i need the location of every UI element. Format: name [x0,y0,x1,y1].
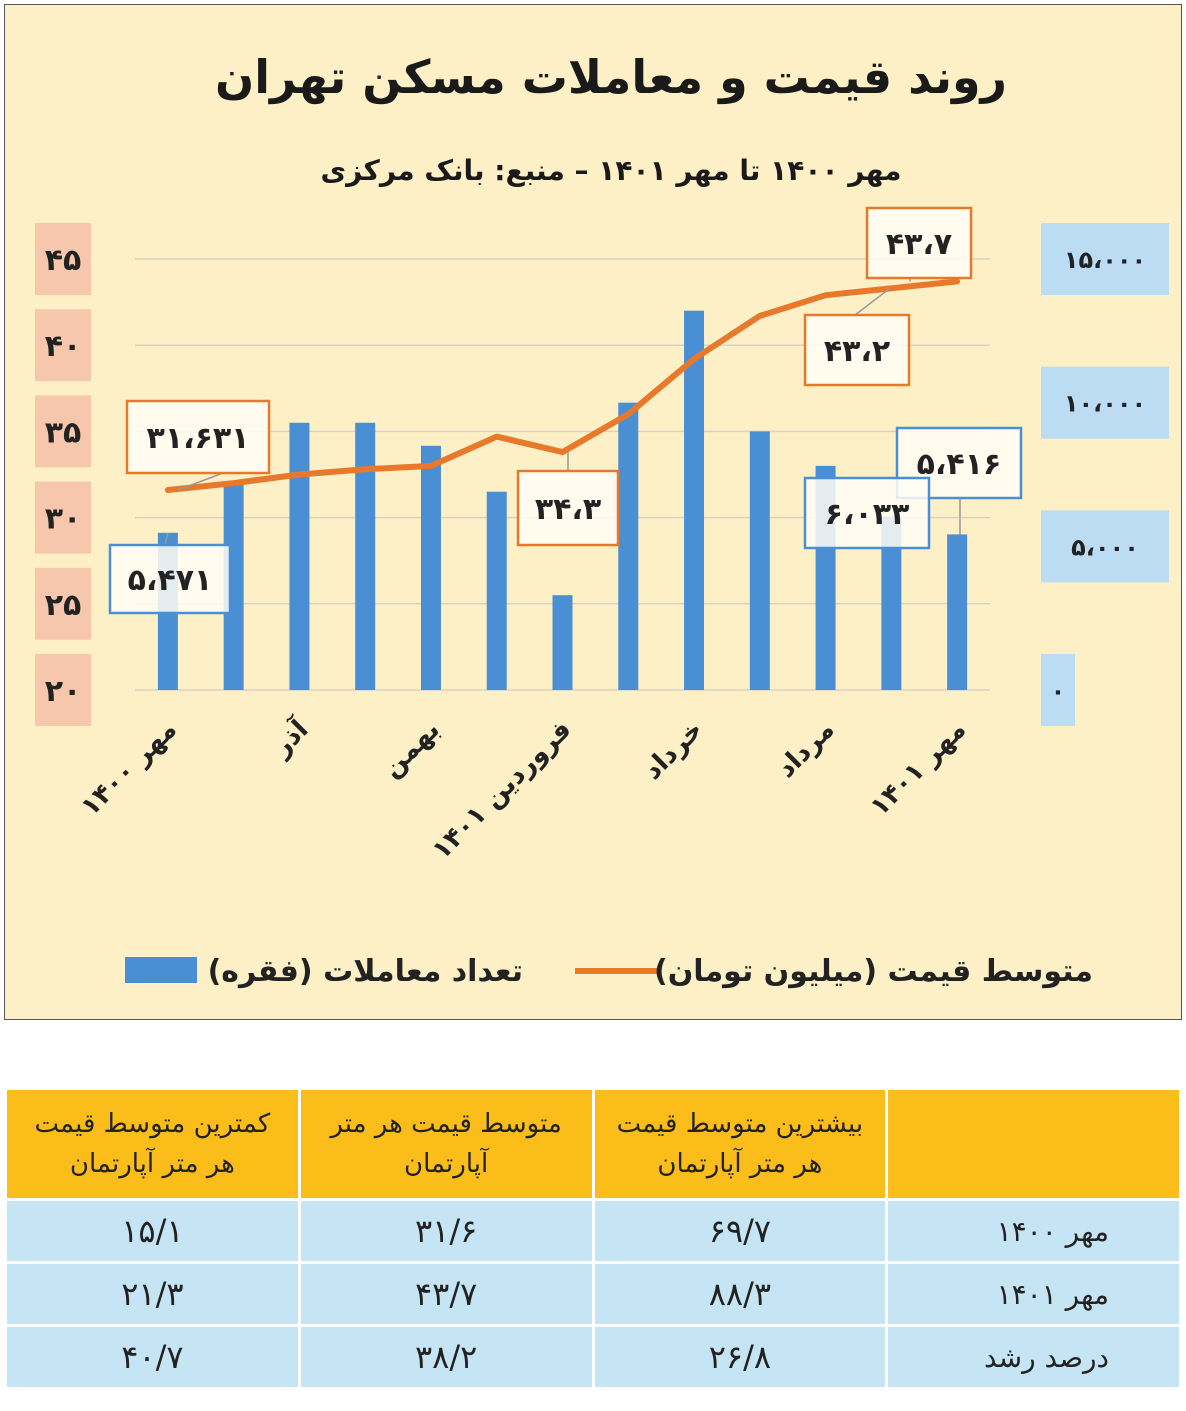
x-tick-label: آذر [264,713,315,764]
price-line [164,278,961,493]
bar [881,516,902,690]
data-callout-box [803,313,911,387]
table-cell: ۳۸/۲ [297,1324,595,1390]
y-right-tick-bg [1041,654,1075,726]
table-header-cell [885,1087,1182,1201]
y-left-tick-bg [35,223,91,295]
data-callout-box [803,476,931,550]
bar [552,595,573,690]
chart-title: روند قیمت و معاملات مسکن تهران [215,50,1007,104]
y-left-tick-bg [35,654,91,726]
data-callout-label: ۴۳،۷ [886,227,952,262]
data-callout-label: ۳۴،۳ [535,492,601,527]
table-row: مهر ۱۴۰۰ ۶۹/۷ ۳۱/۶ ۱۵/۱ [4,1198,1182,1264]
table-row: مهر ۱۴۰۱ ۸۸/۳ ۴۳/۷ ۲۱/۳ [4,1261,1182,1327]
table-cell: ۸۸/۳ [591,1261,889,1327]
y-right-tick-label: ۵،۰۰۰ [1071,533,1139,561]
y-right-tick-label: ۱۵،۰۰۰ [1064,246,1146,274]
row-label: مهر ۱۴۰۰ [885,1198,1182,1264]
data-callout-box [516,469,620,547]
table-row: درصد رشد ۲۶/۸ ۳۸/۲ ۴۰/۷ [4,1324,1182,1390]
y-right-tick-label: ۰ [1051,677,1066,705]
legend-line-label: متوسط قیمت (میلیون تومان) [654,954,1093,989]
y-right-tick-label: ۱۰،۰۰۰ [1064,390,1146,418]
price-summary-table: بیشترین متوسط قیمت هر متر آپارتمان متوسط… [4,1087,1182,1390]
x-tick-label: مهر ۱۴۰۰ [75,715,182,822]
y-left-tick-label: ۲۵ [45,588,82,623]
y-right-tick-bg [1041,366,1169,439]
table-cell: ۴۳/۷ [297,1261,595,1327]
x-tick-label: خرداد [638,715,709,786]
bar [618,402,639,690]
callout-leader [854,287,891,316]
data-callout-box [108,543,232,615]
table-cell: ۶۹/۷ [591,1198,889,1264]
y-left-tick-bg [35,481,91,554]
chart-panel: ۲۰ ۲۵ ۳۰ ۳۵ ۴۰ ۴۵ ۰ ۵،۰۰۰ ۱۰،۰۰۰ ۱۵،۰۰۰ روند قیمت… [4,4,1182,1020]
data-callout-label: ۵،۴۱۶ [917,447,1002,482]
bar [289,422,310,690]
chart-svg: ۲۰ ۲۵ ۳۰ ۳۵ ۴۰ ۴۵ ۰ ۵،۰۰۰ ۱۰،۰۰۰ ۱۵،۰۰۰ روند قیمت… [35,50,1169,989]
bar [684,310,705,690]
data-callout-box [865,206,973,280]
table-header-cell: کمترین متوسط قیمت هر متر آپارتمان [4,1087,301,1201]
data-callout-label: ۵،۴۷۱ [128,563,213,598]
table-cell: ۲۱/۳ [4,1261,301,1327]
y-left-tick-label: ۲۰ [45,674,82,709]
bar [947,534,968,690]
bar [420,445,441,690]
table-cell: ۴۰/۷ [4,1324,301,1390]
table-cell: ۳۱/۶ [297,1198,595,1264]
data-callout-label: ۴۳،۲ [824,334,890,369]
bar [486,491,507,690]
y-left-tick-label: ۳۵ [45,415,82,450]
y-right-tick-bg [1041,510,1169,583]
bar [355,422,376,690]
y-left-tick-label: ۴۰ [45,329,82,364]
chart-subtitle: مهر ۱۴۰۰ تا مهر ۱۴۰۱ – منبع: بانک مرکزی [320,154,901,187]
bar [749,431,770,690]
y-left-tick-label: ۴۵ [45,243,82,278]
y-right-tick-bg [1041,223,1169,295]
x-tick-label: فروردین ۱۴۰۱ [427,715,578,866]
x-tick-label: بهمن [377,715,446,784]
legend-bar-swatch [125,957,197,983]
data-callout-box [125,399,271,475]
row-label: درصد رشد [885,1324,1182,1390]
callout-leader [177,472,224,491]
bar [223,483,244,690]
legend-bar-label: تعداد معاملات (فقره) [208,954,523,989]
x-tick-label: مهر ۱۴۰۱ [865,715,972,822]
y-left-tick-label: ۳۰ [45,502,82,537]
table-cell: ۲۶/۸ [591,1324,889,1390]
table-cell: ۱۵/۱ [4,1198,301,1264]
y-left-tick-bg [35,309,91,382]
y-left-tick-bg [35,567,91,640]
table-header-cell: متوسط قیمت هر متر آپارتمان [297,1087,595,1201]
data-callout-label: ۳۱،۶۳۱ [147,421,250,456]
table-header-row: بیشترین متوسط قیمت هر متر آپارتمان متوسط… [4,1087,1182,1201]
row-label: مهر ۱۴۰۱ [885,1261,1182,1327]
y-left-tick-bg [35,395,91,468]
callout-leader [164,532,169,546]
x-tick-label: مرداد [771,715,840,784]
data-callout-label: ۶،۰۳۳ [825,497,910,532]
table-header-cell: بیشترین متوسط قیمت هر متر آپارتمان [591,1087,889,1201]
